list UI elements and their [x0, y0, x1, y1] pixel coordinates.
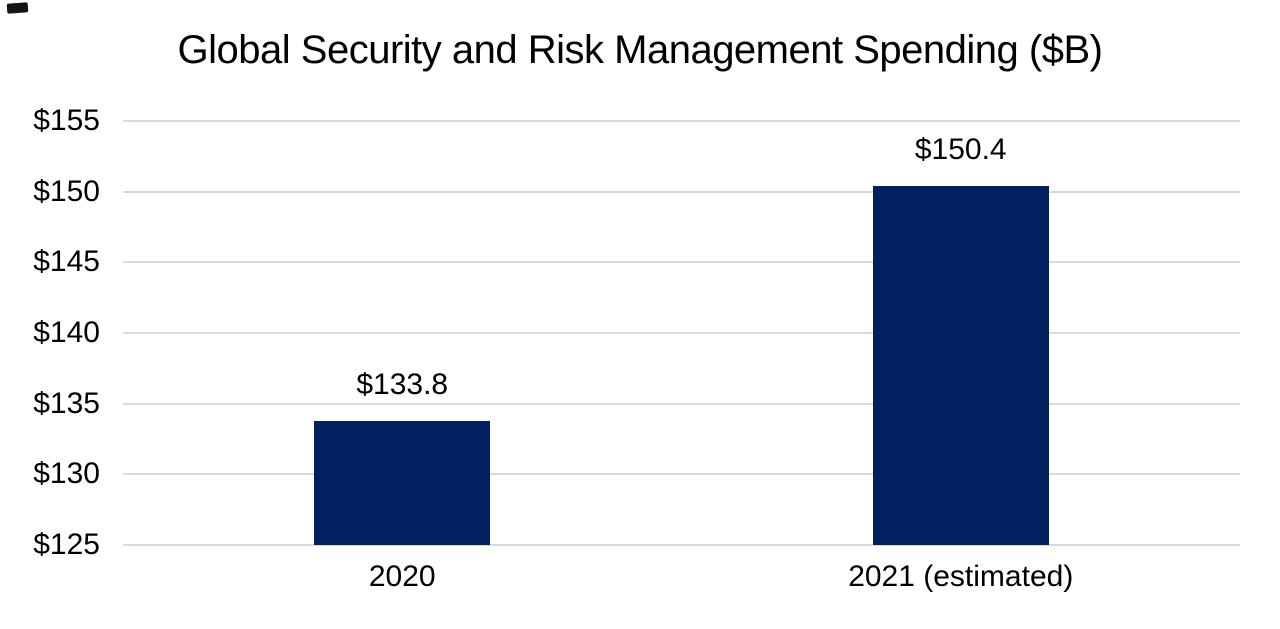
- bar-value-label: $150.4: [914, 133, 1007, 166]
- bar-value-label: $133.8: [356, 367, 449, 401]
- gridline: [123, 473, 1240, 476]
- top-left-crop-artifact: [6, 2, 29, 14]
- gridline: [123, 190, 1240, 193]
- chart-title: Global Security and Risk Management Spen…: [177, 28, 1103, 72]
- plot-area: $133.8 $150.4: [123, 120, 1240, 546]
- gridline: [123, 544, 1240, 546]
- y-tick-label: $130: [33, 457, 100, 491]
- x-axis-label: 2020: [368, 560, 436, 593]
- y-tick-label: $140: [33, 316, 100, 349]
- gridline: [123, 261, 1240, 264]
- y-tick-label: $155: [33, 104, 100, 137]
- bar-2021-estimated: [872, 186, 1049, 545]
- y-tick-label: $135: [33, 386, 100, 420]
- y-tick-label: $145: [33, 245, 100, 279]
- x-axis-label: 2021 (estimated): [848, 560, 1074, 593]
- y-tick-label: $125: [33, 528, 100, 561]
- y-tick-label: $150: [33, 174, 100, 208]
- gridline: [123, 402, 1240, 405]
- gridline: [123, 332, 1240, 334]
- gridline: [123, 120, 1240, 122]
- bar-2020: [314, 420, 491, 545]
